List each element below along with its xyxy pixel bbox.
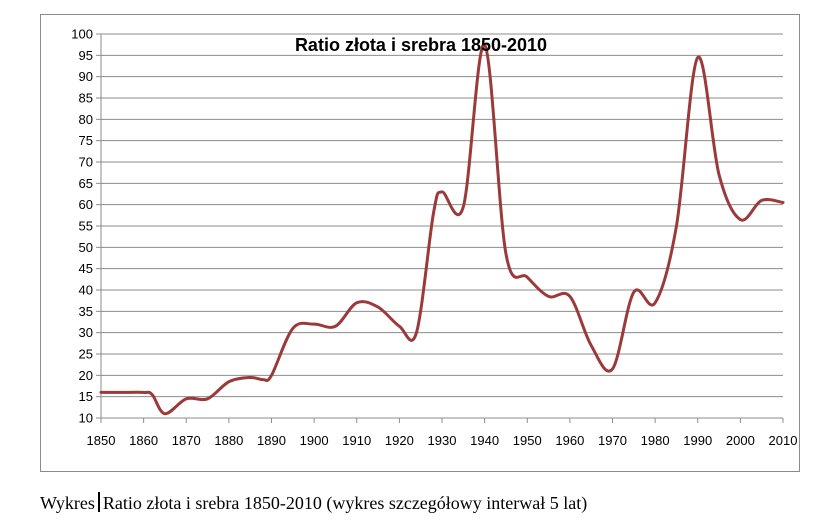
data-point-1930 [441, 190, 444, 193]
y-tick-label-70: 70 [79, 155, 93, 170]
axes [96, 33, 784, 423]
x-tick-label-1990: 1990 [683, 433, 712, 448]
data-point-1960 [568, 295, 571, 298]
y-tick-label-35: 35 [79, 304, 93, 319]
gridlines [101, 33, 783, 419]
data-point-1875 [206, 397, 209, 400]
x-tick-label-1880: 1880 [214, 433, 243, 448]
y-tick-label-80: 80 [79, 112, 93, 127]
x-tick-label-1870: 1870 [172, 433, 201, 448]
data-point-1924 [415, 331, 418, 334]
series-line-0 [99, 43, 785, 416]
data-point-1910 [355, 301, 358, 304]
gold-silver-ratio-chart: 101520253035404550556065707580859095100 … [71, 27, 798, 449]
x-tick-label-1850: 1850 [87, 433, 116, 448]
data-point-1890 [270, 374, 273, 377]
data-point-1928 [432, 212, 435, 215]
data-point-1870 [185, 397, 188, 400]
data-point-1965 [590, 344, 593, 347]
y-tick-label-75: 75 [79, 133, 93, 148]
data-point-2010 [782, 201, 785, 204]
x-tick-label-1910: 1910 [342, 433, 371, 448]
y-tick-label-25: 25 [79, 347, 93, 362]
y-tick-label-50: 50 [79, 240, 93, 255]
data-point-1850 [100, 391, 103, 394]
x-tick-label-1940: 1940 [470, 433, 499, 448]
x-tick-label-2000: 2000 [726, 433, 755, 448]
data-point-1862 [151, 393, 154, 396]
data-point-1900 [313, 323, 316, 326]
x-tick-label-1950: 1950 [513, 433, 542, 448]
data-point-2000 [739, 218, 742, 221]
x-tick-label-1860: 1860 [129, 433, 158, 448]
y-tick-label-95: 95 [79, 48, 93, 63]
data-point-1880 [227, 380, 230, 383]
chart-caption: Wykres Ratio złota i srebra 1850-2010 (wy… [40, 492, 587, 514]
y-tick-label-55: 55 [79, 219, 93, 234]
data-point-1995 [718, 173, 721, 176]
data-point-1895 [291, 327, 294, 330]
y-tick-label-20: 20 [79, 368, 93, 383]
data-point-1935 [462, 205, 465, 208]
y-tick-label-10: 10 [79, 411, 93, 426]
x-tick-labels: 1850 1860 1870 1880 1890 1900 1910 1920 1930 1940… [87, 433, 798, 448]
y-tick-label-40: 40 [79, 283, 93, 298]
series [99, 43, 785, 416]
data-point-1985 [675, 225, 678, 228]
data-point-2005 [760, 199, 763, 202]
caption-prefix: Wykres [40, 493, 95, 513]
y-tick-label-45: 45 [79, 261, 93, 276]
data-point-1915 [377, 306, 380, 309]
y-tick-label-85: 85 [79, 91, 93, 106]
y-tick-label-60: 60 [79, 197, 93, 212]
x-tick-label-1900: 1900 [300, 433, 329, 448]
caption-text: Ratio złota i srebra 1850-2010 (wykres s… [102, 493, 588, 513]
data-point-1920 [398, 325, 401, 328]
data-point-1885 [249, 376, 252, 379]
data-point-1990 [696, 56, 699, 59]
x-tick-label-1920: 1920 [385, 433, 414, 448]
y-tick-label-90: 90 [79, 69, 93, 84]
y-tick-label-100: 100 [71, 27, 93, 42]
data-point-1865 [163, 412, 166, 415]
y-tick-label-65: 65 [79, 176, 93, 191]
chart-title: Ratio złota i srebra 1850-2010 [295, 35, 547, 55]
x-tick-label-2010: 2010 [769, 433, 798, 448]
chart-frame: 10 15 20 25 30 35 40 45 50 55 60 65 70 75 80 85 90 95 100 … [40, 14, 800, 472]
data-point-1905 [334, 325, 337, 328]
data-point-1955 [547, 295, 550, 298]
caption-separator [97, 492, 100, 512]
data-point-1975 [632, 291, 635, 294]
data-point-1945 [504, 252, 507, 255]
data-point-1888 [261, 378, 264, 381]
y-tick-label-15: 15 [79, 389, 93, 404]
x-tick-label-1970: 1970 [598, 433, 627, 448]
data-point-1950 [526, 276, 529, 279]
x-tick-label-1930: 1930 [428, 433, 457, 448]
data-point-1980 [654, 301, 657, 304]
y-tick-labels: 10 15 20 25 30 35 40 45 50 55 60 65 70 75 80 85 90 95 100 [71, 27, 93, 426]
x-tick-label-1960: 1960 [555, 433, 584, 448]
x-tick-label-1890: 1890 [257, 433, 286, 448]
x-tick-label-1980: 1980 [641, 433, 670, 448]
y-tick-label-30: 30 [79, 325, 93, 340]
data-point-1855 [121, 391, 124, 394]
data-point-1970 [611, 367, 614, 370]
data-point-1860 [142, 391, 145, 394]
